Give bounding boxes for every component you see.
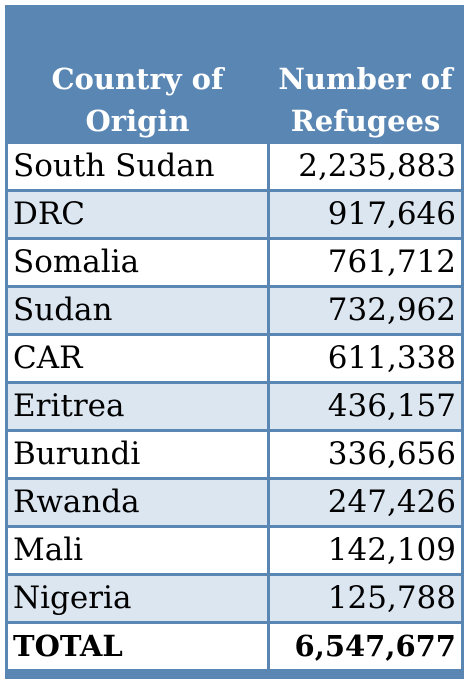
table-row: Sudan 732,962 [8, 288, 461, 333]
header-number-of-refugees: Number of Refugees [270, 58, 461, 142]
total-row: TOTAL 6,547,677 [8, 624, 461, 669]
country-cell: Rwanda [8, 480, 267, 525]
refugees-cell: 436,157 [270, 384, 461, 429]
country-cell: Sudan [8, 288, 267, 333]
table-row: CAR 611,338 [8, 336, 461, 381]
refugee-table: Country of Origin Number of Refugees Sou… [5, 5, 464, 679]
refugees-cell: 761,712 [270, 240, 461, 285]
country-cell: Nigeria [8, 576, 267, 621]
total-value: 6,547,677 [270, 624, 461, 669]
table-row: South Sudan 2,235,883 [8, 144, 461, 189]
table-row: Eritrea 436,157 [8, 384, 461, 429]
refugees-cell: 336,656 [270, 432, 461, 477]
country-cell: South Sudan [8, 144, 267, 189]
table-row: Burundi 336,656 [8, 432, 461, 477]
header-country-line1: Country of [51, 62, 224, 96]
header-country-line2: Origin [85, 104, 190, 138]
table-row: Somalia 761,712 [8, 240, 461, 285]
table-header: Country of Origin Number of Refugees [8, 8, 461, 141]
country-cell: Mali [8, 528, 267, 573]
country-cell: Somalia [8, 240, 267, 285]
refugees-cell: 732,962 [270, 288, 461, 333]
country-cell: CAR [8, 336, 267, 381]
table-row: DRC 917,646 [8, 192, 461, 237]
table-row: Rwanda 247,426 [8, 480, 461, 525]
total-label: TOTAL [8, 624, 267, 669]
refugees-cell: 142,109 [270, 528, 461, 573]
refugees-cell: 247,426 [270, 480, 461, 525]
refugees-cell: 125,788 [270, 576, 461, 621]
country-cell: Burundi [8, 432, 267, 477]
refugees-cell: 2,235,883 [270, 144, 461, 189]
country-cell: DRC [8, 192, 267, 237]
country-cell: Eritrea [8, 384, 267, 429]
header-refugees-line2: Refugees [290, 104, 441, 138]
refugees-cell: 917,646 [270, 192, 461, 237]
refugees-cell: 611,338 [270, 336, 461, 381]
header-country-of-origin: Country of Origin [8, 58, 267, 142]
table-row: Nigeria 125,788 [8, 576, 461, 621]
table-row: Mali 142,109 [8, 528, 461, 573]
header-refugees-line1: Number of [278, 62, 453, 96]
